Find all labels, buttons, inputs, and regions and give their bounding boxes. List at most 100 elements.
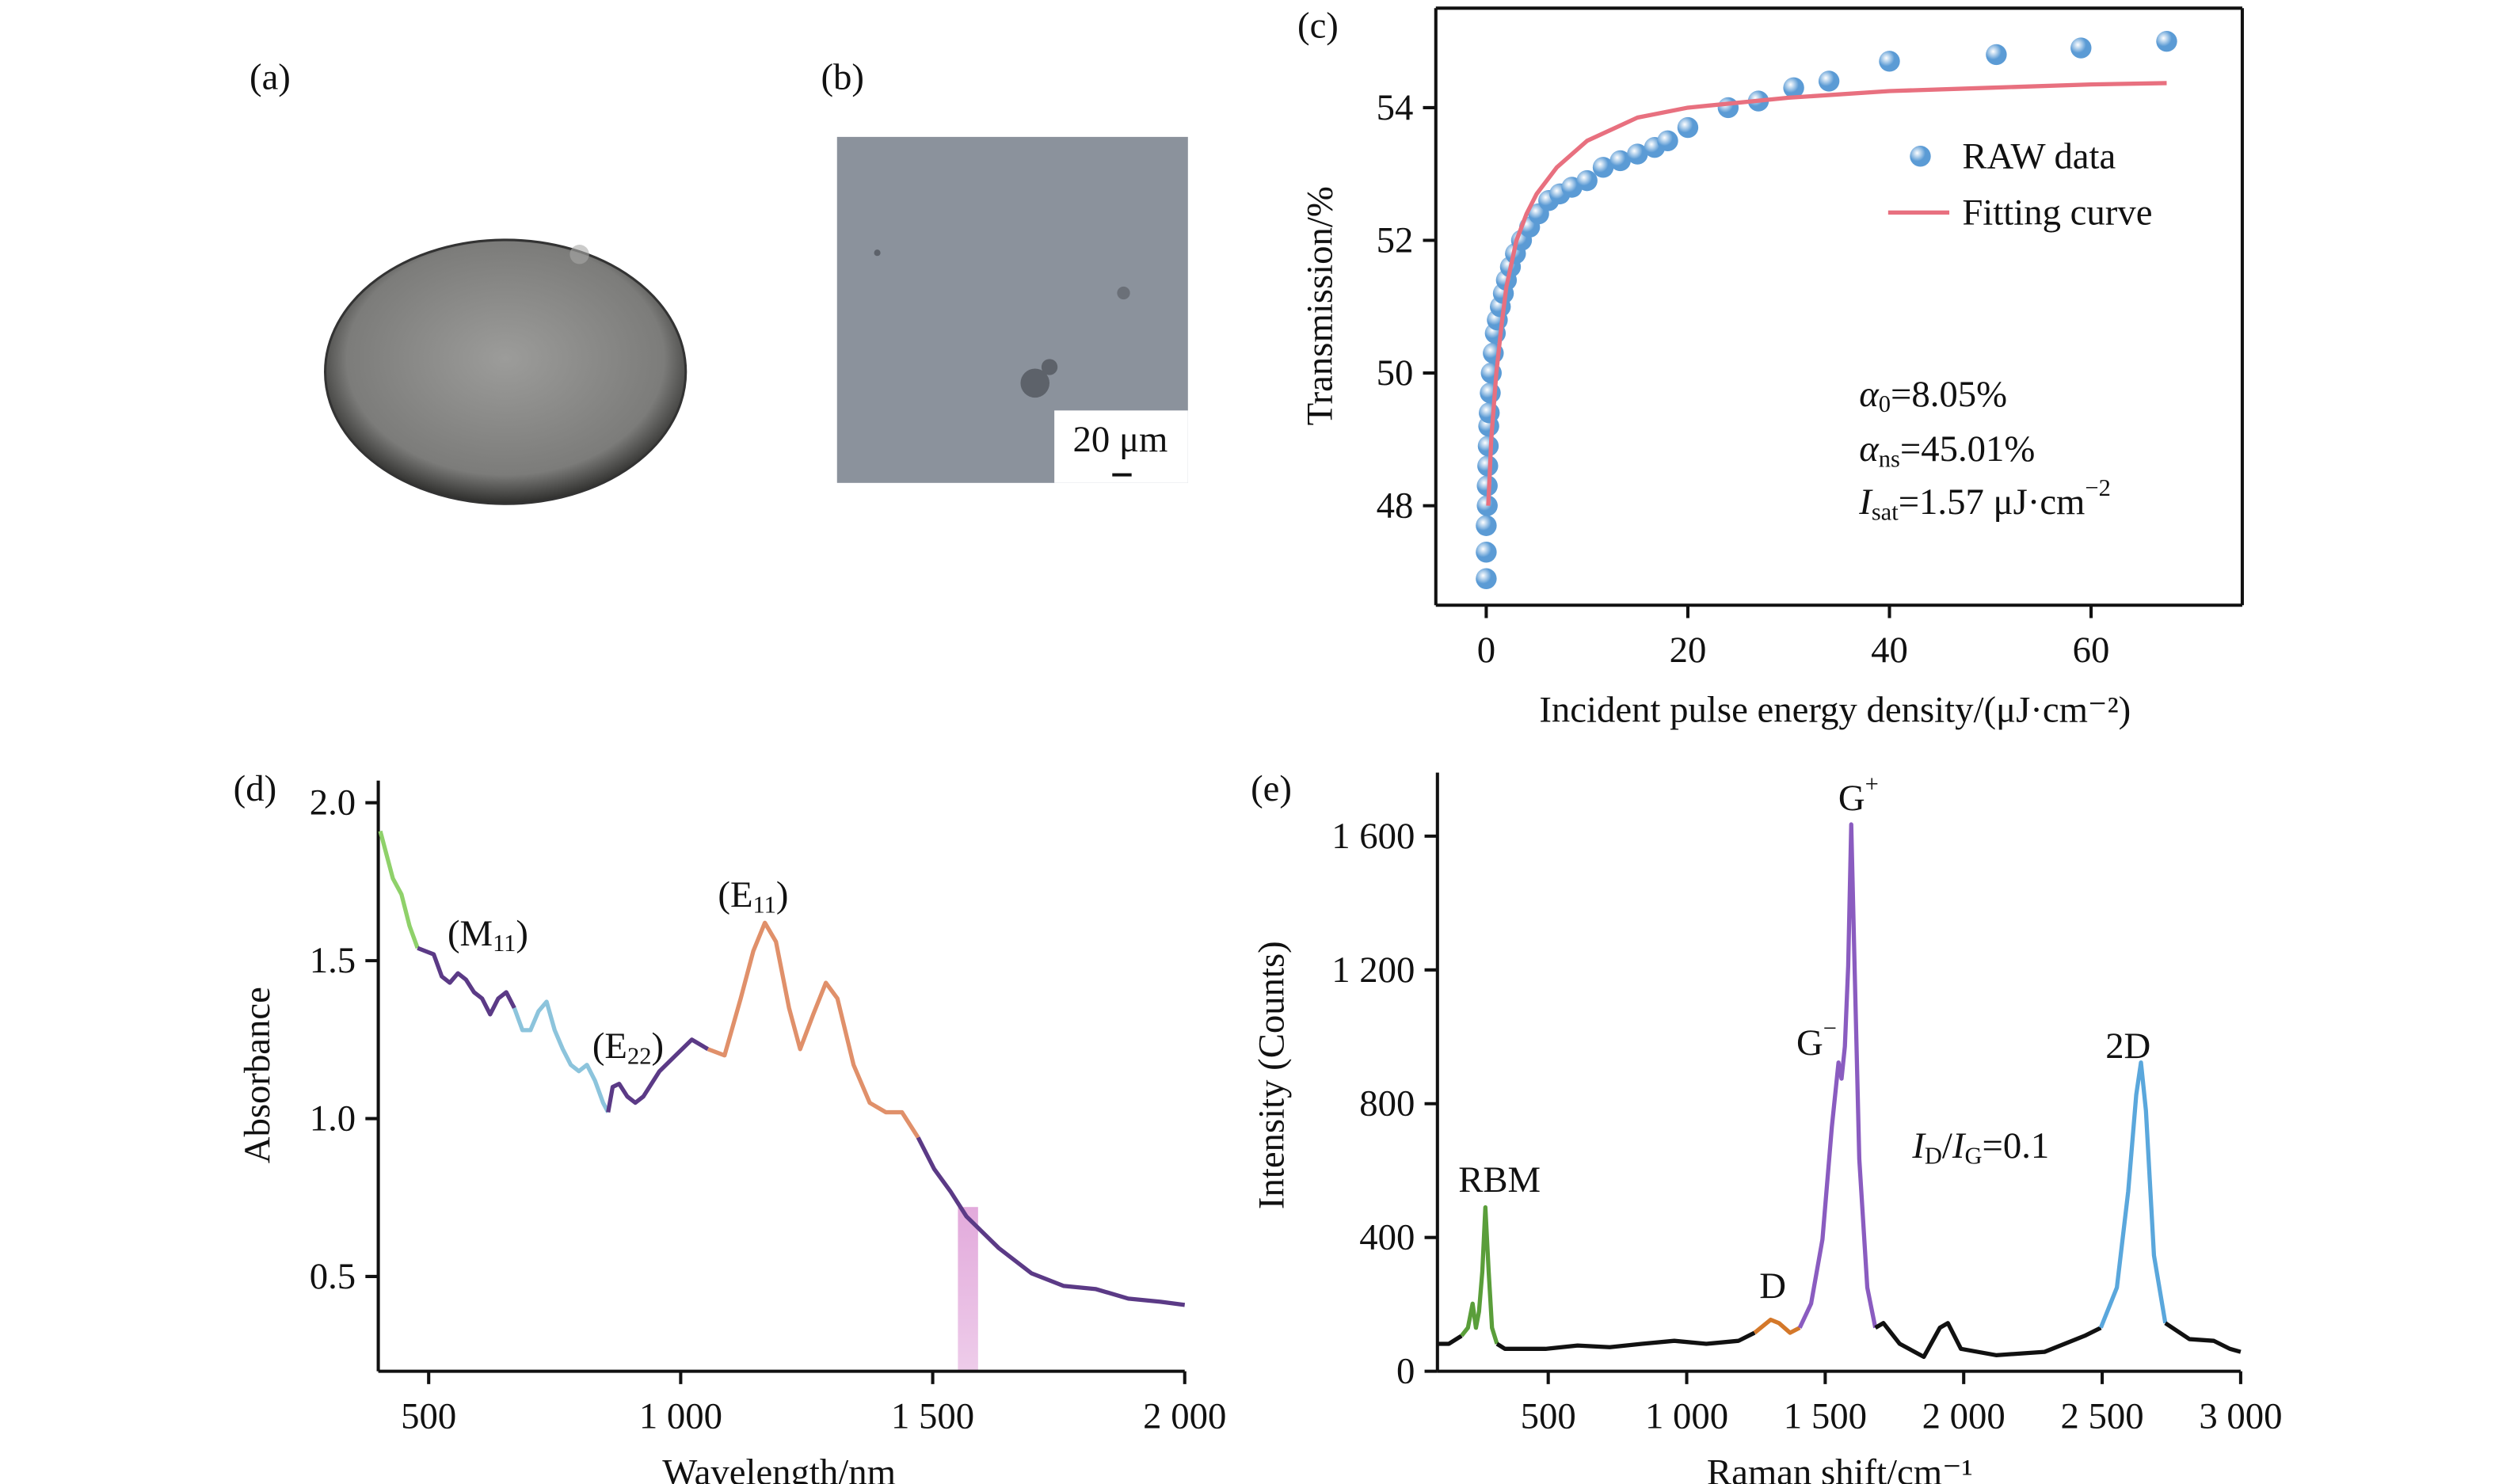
data-line <box>606 1037 710 1113</box>
annotation-part: I <box>1911 1125 1926 1166</box>
annotation-part: 11 <box>753 891 776 918</box>
data-point <box>1479 402 1500 424</box>
data-point <box>1627 143 1648 165</box>
y-tick-label: 0 <box>1396 1351 1415 1392</box>
x-tick-label: 40 <box>1871 630 1908 671</box>
data-line <box>707 920 920 1139</box>
y-tick-label: 52 <box>1377 219 1414 261</box>
photo-spot <box>569 245 589 264</box>
data-line <box>1495 1330 1756 1351</box>
annotation-part: ) <box>651 1025 664 1067</box>
annotation-part: −2 <box>2085 474 2110 501</box>
annotation-part: (E <box>592 1025 627 1067</box>
x-tick-label: 1 500 <box>1784 1396 1867 1437</box>
annotation-part: I <box>1858 481 1873 523</box>
panel-b: (b) 20 μm <box>821 57 1188 483</box>
annotation-part: ns <box>1879 445 1900 472</box>
data-point <box>1476 568 1497 589</box>
annotation: (E22) <box>592 1025 664 1069</box>
data-line <box>512 999 611 1113</box>
data-point <box>1879 51 1900 72</box>
highlight-band <box>958 1207 978 1372</box>
annotation: (M11) <box>448 913 528 957</box>
data-point <box>1818 70 1840 92</box>
x-tick-label: 1 500 <box>891 1396 974 1437</box>
x-axis-title: Wavelength/nm <box>662 1452 896 1484</box>
data-line <box>1460 1205 1499 1345</box>
annotation: 2D <box>2105 1025 2150 1067</box>
annotation-part: 22 <box>627 1042 651 1069</box>
annotation-part: G <box>1796 1022 1823 1064</box>
legend-label: Fitting curve <box>1962 192 2152 233</box>
annotation-part: 11 <box>493 930 516 957</box>
scale-bar-box <box>1054 410 1188 483</box>
y-tick-label: 48 <box>1377 485 1414 527</box>
data-point <box>1717 97 1739 119</box>
micrograph-spot <box>1041 359 1058 375</box>
annotation-part: α <box>1859 374 1880 415</box>
x-tick-label: 20 <box>1670 630 1707 671</box>
data-line <box>1797 822 1878 1329</box>
annotation-part: (E <box>718 874 752 915</box>
panel-label: (c) <box>1297 6 1339 47</box>
annotation-part: =0.1 <box>1982 1125 2049 1166</box>
x-axis-title: Incident pulse energy density/(μJ·cm⁻²) <box>1539 689 2131 730</box>
annotation-part: ) <box>776 874 789 915</box>
micrograph-spot <box>1117 286 1130 300</box>
y-tick-label: 50 <box>1377 352 1414 394</box>
annotation-part: / <box>1942 1125 1952 1166</box>
annotation-part: =45.01% <box>1900 428 2035 470</box>
data-line <box>378 830 420 949</box>
annotation: D <box>1759 1265 1786 1307</box>
data-point <box>2156 30 2177 52</box>
data-point <box>1592 157 1614 178</box>
x-tick-label: 500 <box>1521 1396 1576 1437</box>
y-axis-title: Absorbance <box>237 987 278 1163</box>
annotation: Isat=1.57 μJ·cm−2 <box>1858 474 2111 525</box>
annotation: ID/IG=0.1 <box>1911 1125 2049 1169</box>
x-tick-label: 1 000 <box>1645 1396 1728 1437</box>
y-tick-label: 1.5 <box>310 940 356 981</box>
data-line <box>2164 1321 2242 1354</box>
annotation: G+ <box>1838 771 1879 819</box>
annotation-part: D <box>1759 1265 1786 1307</box>
data-point <box>1677 116 1699 139</box>
x-tick-label: 2 000 <box>1143 1396 1226 1437</box>
data-point <box>1476 495 1498 516</box>
panel-label: (b) <box>821 57 864 98</box>
annotation-part: + <box>1865 771 1879 797</box>
y-tick-label: 54 <box>1377 87 1414 128</box>
y-tick-label: 1 600 <box>1331 816 1415 857</box>
data-line <box>1486 81 2167 506</box>
x-tick-label: 2 500 <box>2060 1396 2143 1437</box>
data-line <box>1437 1334 1463 1346</box>
y-axis-title: Transmission/% <box>1299 186 1340 425</box>
y-tick-label: 1 200 <box>1331 949 1415 991</box>
annotation-part: sat <box>1872 498 1899 525</box>
data-line <box>1874 1321 2102 1360</box>
data-point <box>1576 169 1598 192</box>
y-tick-label: 1.0 <box>310 1098 356 1140</box>
annotation: G− <box>1796 1015 1837 1064</box>
x-axis-title: Raman shift/cm⁻¹ <box>1707 1452 1973 1484</box>
legend-marker <box>1910 146 1931 167</box>
annotation-part: =1.57 μJ·cm <box>1899 481 2086 523</box>
y-tick-label: 800 <box>1359 1083 1415 1124</box>
data-point <box>1657 130 1678 152</box>
annotation-part: I <box>1952 1125 1967 1166</box>
data-line <box>417 946 516 1017</box>
y-axis-title: Intensity (Counts) <box>1251 941 1292 1209</box>
x-tick-label: 1 000 <box>639 1396 722 1437</box>
sample-photo <box>323 238 688 505</box>
data-line <box>2098 1060 2168 1329</box>
data-point <box>1477 455 1499 477</box>
data-point <box>1476 542 1497 563</box>
annotation-part: =8.05% <box>1891 374 2007 415</box>
x-tick-label: 3 000 <box>2199 1396 2282 1437</box>
annotation-part: 0 <box>1879 390 1891 417</box>
annotation-part: 2D <box>2105 1025 2150 1067</box>
scale-bar-label: 20 μm <box>1073 419 1168 460</box>
micrograph-spot <box>1020 368 1050 398</box>
